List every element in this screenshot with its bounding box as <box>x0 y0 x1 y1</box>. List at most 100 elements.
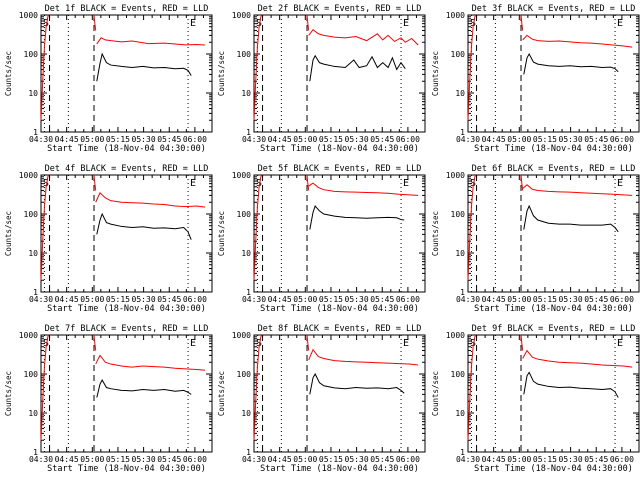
end-marker-label: E <box>403 178 409 189</box>
y-axis-label: Counts/sec <box>217 371 226 416</box>
x-tick-label: 06:00 <box>610 295 634 304</box>
x-tick-label: 05:15 <box>319 135 343 144</box>
x-tick-label: 06:00 <box>396 295 420 304</box>
plot-frame <box>467 174 640 293</box>
lld-spike-line <box>93 334 97 351</box>
x-axis-label: Start Time (18-Nov-04 04:30:00) <box>474 304 633 314</box>
y-tick-label: 100 <box>24 50 39 59</box>
end-marker-label: E <box>190 18 196 29</box>
y-tick-label: 1000 <box>446 331 465 340</box>
panel-4: Det 4f BLACK = Events, RED = LLD 1 10 100 10… <box>4 164 213 314</box>
x-axis-label: Start Time (18-Nov-04 04:30:00) <box>260 464 419 474</box>
plot-frame <box>40 334 213 453</box>
x-tick-label: 05:45 <box>157 135 181 144</box>
x-tick-label: 04:45 <box>55 135 79 144</box>
y-tick-label: 1 <box>460 128 465 137</box>
x-tick-label: 04:45 <box>268 135 292 144</box>
y-tick-label: 10 <box>28 249 38 258</box>
x-tick-label: 06:00 <box>610 455 634 464</box>
y-tick-label: 100 <box>24 370 39 379</box>
lld-series-line <box>308 182 419 196</box>
x-tick-label: 05:00 <box>507 135 531 144</box>
y-tick-label: 100 <box>237 210 252 219</box>
lld-spike-line <box>306 14 310 31</box>
x-tick-label: 05:15 <box>533 295 557 304</box>
y-tick-label: 1 <box>33 288 38 297</box>
y-tick-label: 10 <box>455 409 465 418</box>
lld-spike-line <box>306 174 310 191</box>
x-tick-label: 05:45 <box>370 295 394 304</box>
panel-5: Det 5f BLACK = Events, RED = LLD 1 10 100 10… <box>217 164 426 314</box>
y-axis-label: Counts/sec <box>4 371 13 416</box>
x-tick-label: 06:00 <box>183 135 207 144</box>
x-tick-label: 06:00 <box>183 455 207 464</box>
panel-title: Det 4f BLACK = Events, RED = LLD <box>45 164 209 174</box>
start-marker-label: S <box>43 18 49 29</box>
x-tick-label: 05:45 <box>584 455 608 464</box>
y-tick-label: 1 <box>33 128 38 137</box>
lld-series-line <box>308 28 419 46</box>
y-axis-label: Counts/sec <box>4 211 13 256</box>
y-tick-label: 1 <box>246 288 251 297</box>
x-tick-label: 05:45 <box>370 135 394 144</box>
y-tick-label: 100 <box>451 50 466 59</box>
plot-frame <box>40 14 213 133</box>
events-series-line <box>523 52 619 75</box>
x-tick-label: 05:15 <box>106 135 130 144</box>
lld-series-line <box>308 348 419 366</box>
x-tick-label: 05:15 <box>533 135 557 144</box>
plot-frame <box>253 14 426 133</box>
y-tick-label: 100 <box>451 370 466 379</box>
lld-spike-line <box>520 174 524 191</box>
y-tick-label: 10 <box>28 409 38 418</box>
y-tick-label: 10 <box>455 249 465 258</box>
x-tick-label: 05:15 <box>533 455 557 464</box>
x-tick-label: 04:30 <box>29 135 53 144</box>
y-tick-label: 1000 <box>446 11 465 20</box>
x-tick-label: 05:00 <box>507 455 531 464</box>
start-marker-label: S <box>256 178 262 189</box>
panel-title: Det 9f BLACK = Events, RED = LLD <box>472 324 636 334</box>
panel-7: Det 7f BLACK = Events, RED = LLD 1 10 100 10… <box>4 324 213 474</box>
y-tick-label: 1 <box>460 288 465 297</box>
x-tick-label: 05:30 <box>132 455 156 464</box>
events-series-line <box>523 204 619 233</box>
lld-series-line <box>96 37 206 46</box>
plot-frame <box>253 334 426 453</box>
panel-title: Det 7f BLACK = Events, RED = LLD <box>45 324 209 334</box>
y-tick-label: 1000 <box>19 171 38 180</box>
panel-3: Det 3f BLACK = Events, RED = LLD 1 10 100 10… <box>431 4 640 154</box>
x-tick-label: 05:00 <box>80 295 104 304</box>
events-series-line <box>309 372 405 395</box>
x-tick-label: 05:30 <box>132 135 156 144</box>
x-tick-label: 04:45 <box>55 455 79 464</box>
y-tick-label: 1000 <box>19 11 38 20</box>
x-tick-label: 05:45 <box>370 455 394 464</box>
x-tick-label: 05:00 <box>293 135 317 144</box>
x-tick-label: 06:00 <box>396 135 420 144</box>
x-tick-label: 04:30 <box>242 135 266 144</box>
x-tick-label: 04:45 <box>482 135 506 144</box>
end-marker-label: E <box>403 18 409 29</box>
x-tick-label: 05:30 <box>345 135 369 144</box>
y-tick-label: 1 <box>460 448 465 457</box>
x-tick-label: 05:15 <box>106 455 130 464</box>
x-tick-label: 04:45 <box>482 455 506 464</box>
x-tick-label: 04:45 <box>268 295 292 304</box>
x-tick-label: 05:30 <box>559 295 583 304</box>
x-tick-label: 05:30 <box>345 295 369 304</box>
x-tick-label: 05:00 <box>80 455 104 464</box>
events-series-line <box>309 54 406 82</box>
x-axis-label: Start Time (18-Nov-04 04:30:00) <box>260 144 419 154</box>
x-tick-label: 05:45 <box>157 295 181 304</box>
plot-frame <box>253 174 426 293</box>
plot-frame <box>40 174 213 293</box>
start-marker-label: S <box>470 338 476 349</box>
y-tick-label: 1 <box>246 448 251 457</box>
lld-spike-line <box>520 334 524 351</box>
x-tick-label: 05:00 <box>507 295 531 304</box>
lld-rise-line <box>467 174 477 281</box>
panel-title: Det 6f BLACK = Events, RED = LLD <box>472 164 636 174</box>
x-tick-label: 06:00 <box>610 135 634 144</box>
end-marker-label: E <box>617 18 623 29</box>
